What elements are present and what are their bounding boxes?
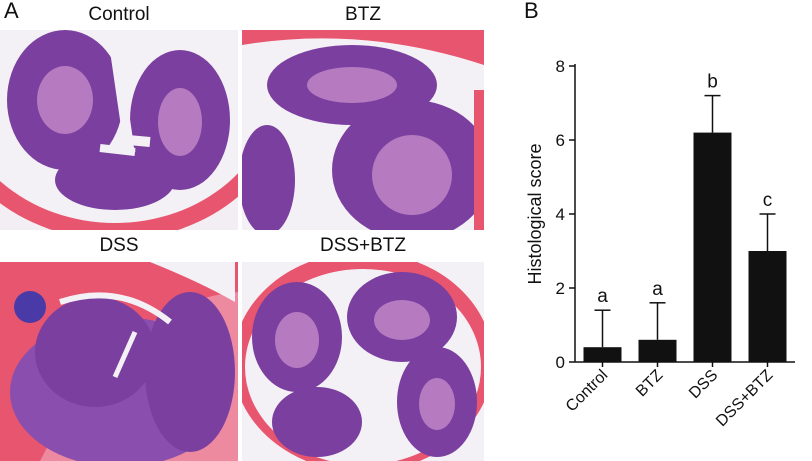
bar-control [583, 347, 622, 362]
histology-image [242, 262, 484, 461]
x-tick-label: Control [563, 367, 611, 415]
panel-b-letter: B [524, 0, 539, 23]
y-tick-label: 2 [556, 279, 565, 298]
y-tick-label: 8 [556, 57, 565, 76]
x-tick-label: DSS+BTZ [713, 367, 776, 430]
bar-dss-btz [748, 251, 787, 362]
micrograph-control [0, 30, 238, 230]
histology-image [0, 262, 238, 461]
micrograph-label-dss: DSS [99, 235, 139, 256]
bar-btz [638, 339, 677, 362]
significance-label: a [597, 286, 608, 307]
micrograph-label-control: Control [88, 4, 150, 25]
x-tick-label: DSS [686, 367, 721, 402]
y-tick-label: 6 [556, 131, 565, 150]
x-tick-label: BTZ [633, 367, 667, 401]
micrograph-label-dss-btz: DSS+BTZ [319, 235, 407, 256]
y-tick-label: 4 [556, 205, 565, 224]
histological-score-chart: 0 2 4 6 8 Histological score a Control a BTZ b DSS c… [525, 57, 795, 430]
histology-image [0, 30, 238, 230]
significance-label: c [763, 190, 773, 211]
y-tick-label: 0 [556, 353, 565, 372]
micrograph-dss [0, 262, 238, 461]
micrograph-dss-btz [242, 262, 484, 461]
significance-label: b [707, 72, 718, 93]
bar-dss [693, 132, 732, 362]
micrograph-label-btz: BTZ [345, 4, 381, 25]
histology-image [242, 30, 484, 230]
panel-a-letter: A [4, 0, 19, 23]
y-axis-label: Histological score [525, 143, 545, 284]
micrograph-btz [242, 30, 484, 230]
significance-label: a [652, 279, 663, 300]
